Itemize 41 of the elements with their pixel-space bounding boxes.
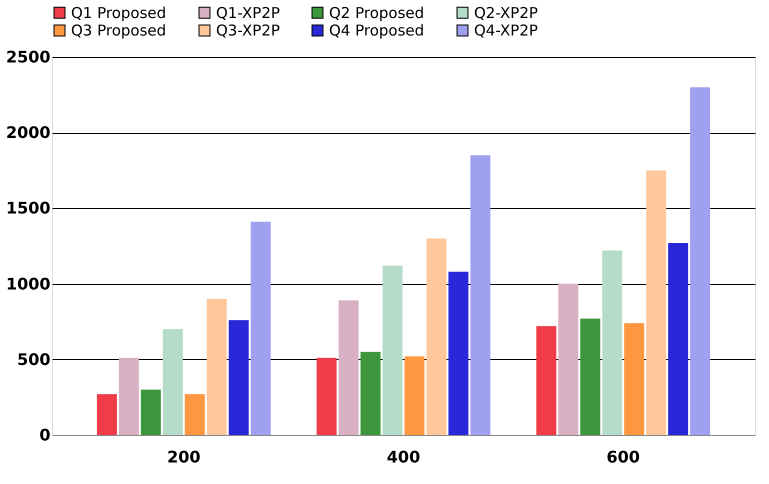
bar xyxy=(96,394,117,435)
legend-label: Q3 Proposed xyxy=(71,22,166,40)
bar xyxy=(140,390,161,435)
bar xyxy=(558,284,578,435)
bar xyxy=(580,318,600,435)
legend-label: Q2-XP2P xyxy=(474,4,538,22)
bar xyxy=(602,250,622,435)
bar xyxy=(448,272,468,435)
y-tick-label: 1500 xyxy=(6,198,50,218)
bar xyxy=(360,352,381,435)
bar xyxy=(338,300,359,435)
bar xyxy=(184,394,205,435)
bar xyxy=(404,356,424,435)
y-tick-label: 0 xyxy=(39,426,50,444)
legend-label: Q4 Proposed xyxy=(329,22,424,40)
bar xyxy=(162,329,183,435)
y-tick-label: 1000 xyxy=(6,274,50,294)
bar xyxy=(470,155,490,435)
x-tick-label: 200 xyxy=(167,448,201,466)
bar xyxy=(624,323,644,435)
legend-label: Q4-XP2P xyxy=(474,22,538,40)
bar xyxy=(206,298,227,435)
legend-label: Q1 Proposed xyxy=(71,4,166,22)
bar xyxy=(316,358,337,435)
bar xyxy=(426,238,446,435)
bar xyxy=(646,170,666,435)
legend-label: Q3-XP2P xyxy=(216,22,280,40)
bar xyxy=(690,87,710,435)
bar xyxy=(228,320,249,435)
y-tick-label: 500 xyxy=(17,350,50,369)
bar xyxy=(668,242,688,435)
bar xyxy=(118,358,139,435)
y-tick-label: 2000 xyxy=(6,123,50,142)
bar xyxy=(382,266,403,435)
x-tick-label: 400 xyxy=(386,448,420,466)
x-tick-label: 600 xyxy=(606,448,640,466)
y-tick-label: 2500 xyxy=(6,48,50,66)
legend-label: Q2 Proposed xyxy=(329,4,424,22)
bar xyxy=(536,326,556,435)
legend-label: Q1-XP2P xyxy=(216,4,280,22)
bar xyxy=(250,222,271,435)
